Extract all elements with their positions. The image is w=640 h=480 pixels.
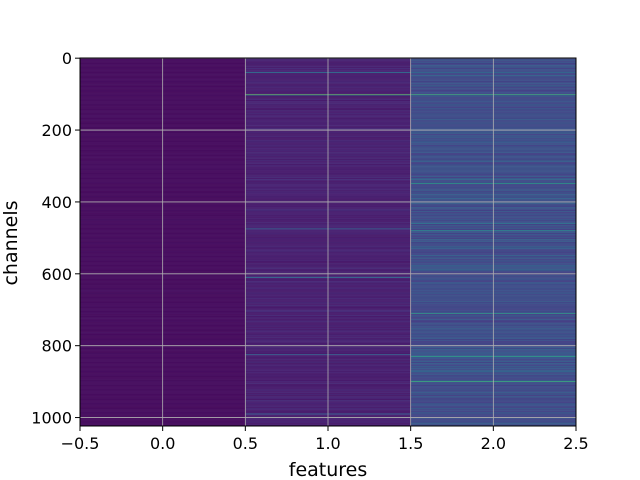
x-tick-label: −0.5 <box>61 434 100 453</box>
x-axis-label: features <box>289 459 368 480</box>
y-tick-label: 600 <box>41 265 72 284</box>
y-tick-label: 0 <box>62 49 72 68</box>
y-tick-label: 200 <box>41 121 72 140</box>
y-axis: 0 200 400 600 800 1000 <box>31 49 80 428</box>
y-tick-label: 800 <box>41 337 72 356</box>
x-tick-label: 2.5 <box>563 434 588 453</box>
y-tick-label: 400 <box>41 193 72 212</box>
x-tick-label: 2.0 <box>481 434 506 453</box>
y-tick-label: 1000 <box>31 409 72 428</box>
x-tick-label: 0.0 <box>150 434 175 453</box>
y-axis-label: channels <box>0 200 22 285</box>
x-tick-label: 0.5 <box>233 434 258 453</box>
x-tick-label: 1.0 <box>315 434 340 453</box>
x-axis: −0.5 0.0 0.5 1.0 1.5 2.0 2.5 <box>61 426 589 453</box>
x-tick-label: 1.5 <box>398 434 423 453</box>
